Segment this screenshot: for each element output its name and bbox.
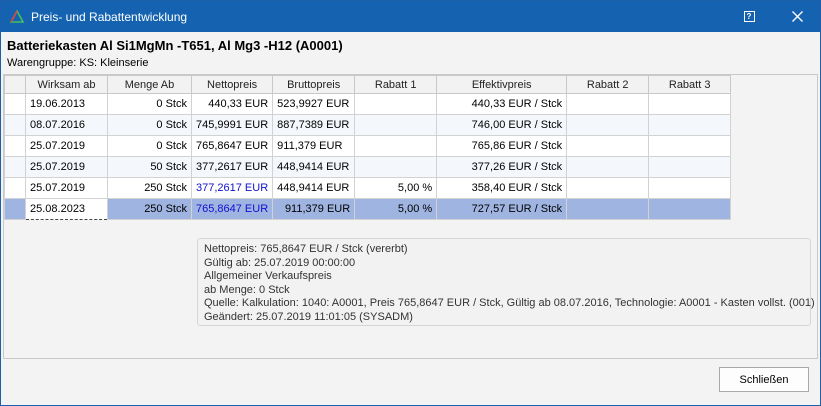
row-indicator[interactable]: [4, 114, 26, 136]
discount2-cell[interactable]: [566, 177, 650, 199]
close-icon: [791, 11, 803, 22]
price-info-tooltip: Nettopreis: 765,8647 EUR / Stck (vererbt…: [197, 238, 815, 326]
discount1-cell[interactable]: 5,00 %: [354, 177, 438, 199]
price-table: Wirksam ab Menge Ab Nettopreis Bruttopre…: [4, 75, 732, 220]
discount2-cell[interactable]: [566, 93, 650, 115]
gross-price-cell[interactable]: 448,9414 EUR: [272, 156, 356, 178]
effective-price-cell[interactable]: 746,00 EUR / Stck: [436, 114, 568, 136]
date-cell[interactable]: 08.07.2016: [25, 114, 108, 136]
qty-cell[interactable]: 50 Stck: [107, 156, 192, 178]
discount2-cell[interactable]: [566, 198, 650, 220]
col-header[interactable]: Bruttopreis: [272, 75, 356, 94]
effective-price-cell[interactable]: 727,57 EUR / Stck: [436, 198, 568, 220]
discount3-cell[interactable]: [648, 198, 732, 220]
net-price-cell[interactable]: 765,8647 EUR: [190, 135, 274, 157]
table-row[interactable]: 25.07.2019 50 Stck 377,2617 EUR 448,9414…: [4, 156, 732, 178]
discount3-cell[interactable]: [648, 156, 732, 178]
col-header[interactable]: Rabatt 1: [354, 75, 438, 94]
discount2-cell[interactable]: [566, 114, 650, 136]
qty-cell[interactable]: 0 Stck: [107, 114, 192, 136]
qty-cell[interactable]: 250 Stck: [107, 177, 192, 199]
col-header[interactable]: Effektivpreis: [436, 75, 568, 94]
discount2-cell[interactable]: [566, 156, 650, 178]
net-price-cell[interactable]: 377,2617 EUR: [190, 177, 274, 199]
net-price-cell[interactable]: 745,9991 EUR: [190, 114, 274, 136]
net-price-cell[interactable]: 377,2617 EUR: [190, 156, 274, 178]
col-header[interactable]: Rabatt 3: [648, 75, 732, 94]
help-button[interactable]: ?: [734, 5, 764, 28]
discount1-cell[interactable]: [354, 156, 438, 178]
table-row-selected[interactable]: 25.08.2023 250 Stck 765,8647 EUR 911,379…: [4, 198, 732, 220]
table-row[interactable]: 19.06.2013 0 Stck 440,33 EUR 523,9927 EU…: [4, 93, 732, 115]
table-row[interactable]: 08.07.2016 0 Stck 745,9991 EUR 887,7389 …: [4, 114, 732, 136]
row-indicator[interactable]: [4, 135, 26, 157]
title-bar: Preis- und Rabattentwicklung ?: [1, 1, 820, 32]
gross-price-cell[interactable]: 523,9927 EUR: [272, 93, 356, 115]
discount3-cell[interactable]: [648, 177, 732, 199]
gross-price-cell[interactable]: 911,379 EUR: [272, 198, 356, 220]
discount1-cell[interactable]: [354, 93, 438, 115]
help-icon: ?: [743, 11, 755, 22]
table-row[interactable]: 25.07.2019 0 Stck 765,8647 EUR 911,379 E…: [4, 135, 732, 157]
date-cell[interactable]: 25.08.2023: [25, 198, 108, 220]
date-cell[interactable]: 25.07.2019: [25, 177, 108, 199]
discount1-cell[interactable]: [354, 135, 438, 157]
row-indicator-header: [4, 75, 26, 94]
info-line: Gültig ab: 25.07.2019 00:00:00: [204, 256, 356, 269]
row-indicator[interactable]: [4, 156, 26, 178]
effective-price-cell[interactable]: 358,40 EUR / Stck: [436, 177, 568, 199]
app-logo-icon: [10, 10, 24, 23]
effective-price-cell[interactable]: 377,26 EUR / Stck: [436, 156, 568, 178]
net-price-cell[interactable]: 440,33 EUR: [190, 93, 274, 115]
table-row[interactable]: 25.07.2019 250 Stck 377,2617 EUR 448,941…: [4, 177, 732, 199]
gross-price-cell[interactable]: 911,379 EUR: [272, 135, 356, 157]
net-price-cell[interactable]: 765,8647 EUR: [190, 198, 274, 220]
col-header[interactable]: Menge Ab: [107, 75, 192, 94]
col-header[interactable]: Nettopreis: [190, 75, 274, 94]
table-header-row: Wirksam ab Menge Ab Nettopreis Bruttopre…: [4, 75, 732, 94]
discount3-cell[interactable]: [648, 135, 732, 157]
date-cell[interactable]: 25.07.2019: [25, 135, 108, 157]
row-indicator[interactable]: [4, 177, 26, 199]
date-cell[interactable]: 25.07.2019: [25, 156, 108, 178]
gross-price-cell[interactable]: 887,7389 EUR: [272, 114, 356, 136]
qty-cell[interactable]: 250 Stck: [107, 198, 192, 220]
info-line: Quelle: Kalkulation: 1040: A0001, Preis …: [204, 297, 815, 310]
discount2-cell[interactable]: [566, 135, 650, 157]
info-line: ab Menge: 0 Stck: [204, 283, 290, 296]
gross-price-cell[interactable]: 448,9414 EUR: [272, 177, 356, 199]
price-grid-area[interactable]: Wirksam ab Menge Ab Nettopreis Bruttopre…: [3, 74, 818, 359]
discount3-cell[interactable]: [648, 93, 732, 115]
info-line: Nettopreis: 765,8647 EUR / Stck (vererbt…: [204, 243, 408, 255]
close-window-button[interactable]: [782, 5, 812, 28]
row-indicator[interactable]: [4, 198, 26, 220]
product-group-label: Warengruppe: KS: Kleinserie: [7, 57, 149, 69]
effective-price-cell[interactable]: 765,86 EUR / Stck: [436, 135, 568, 157]
effective-price-cell[interactable]: 440,33 EUR / Stck: [436, 93, 568, 115]
info-line: Allgemeiner Verkaufspreis: [204, 270, 332, 283]
col-header[interactable]: Wirksam ab: [25, 75, 108, 94]
info-line: Geändert: 25.07.2019 11:01:05 (SYSADM): [204, 310, 413, 323]
date-cell[interactable]: 19.06.2013: [25, 93, 108, 115]
discount3-cell[interactable]: [648, 114, 732, 136]
close-button[interactable]: Schließen: [719, 367, 809, 392]
qty-cell[interactable]: 0 Stck: [107, 135, 192, 157]
row-indicator[interactable]: [4, 93, 26, 115]
article-title: Batteriekasten Al Si1MgMn -T651, Al Mg3 …: [7, 38, 343, 53]
window-title: Preis- und Rabattentwicklung: [31, 10, 188, 24]
discount1-cell[interactable]: [354, 114, 438, 136]
qty-cell[interactable]: 0 Stck: [107, 93, 192, 115]
col-header[interactable]: Rabatt 2: [566, 75, 650, 94]
discount1-cell[interactable]: 5,00 %: [354, 198, 438, 220]
